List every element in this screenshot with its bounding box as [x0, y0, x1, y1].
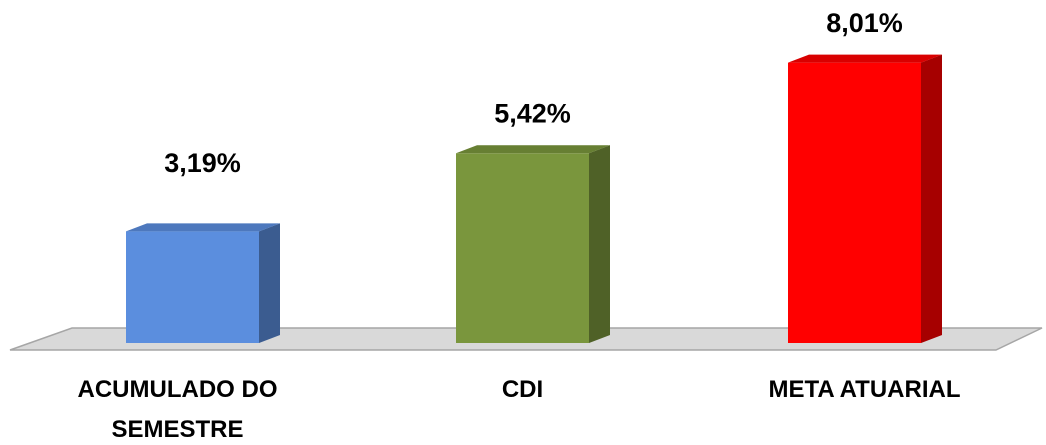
category-label: META ATUARIAL — [768, 376, 961, 403]
bar — [126, 231, 259, 343]
bar-top — [788, 54, 942, 63]
bar-top-shade — [788, 54, 942, 63]
bar-top-shade — [456, 145, 610, 154]
bar — [456, 153, 589, 343]
category-label: ACUMULADO DO SEMESTRE — [77, 376, 278, 443]
value-label: 5,42% — [494, 98, 571, 128]
bar-side — [589, 145, 610, 343]
bar-top — [126, 223, 280, 232]
bar-side-shade — [589, 145, 610, 343]
bar — [788, 62, 921, 344]
value-label: 3,19% — [164, 148, 241, 178]
bar-side — [921, 54, 942, 344]
bar-top — [456, 145, 610, 154]
value-label: 8,01% — [826, 8, 903, 38]
bar-top-shade — [126, 223, 280, 232]
bar-side — [259, 223, 280, 343]
category-label: CDI — [501, 376, 544, 403]
bar-side-shade — [921, 54, 942, 344]
bar-side-shade — [259, 223, 280, 343]
